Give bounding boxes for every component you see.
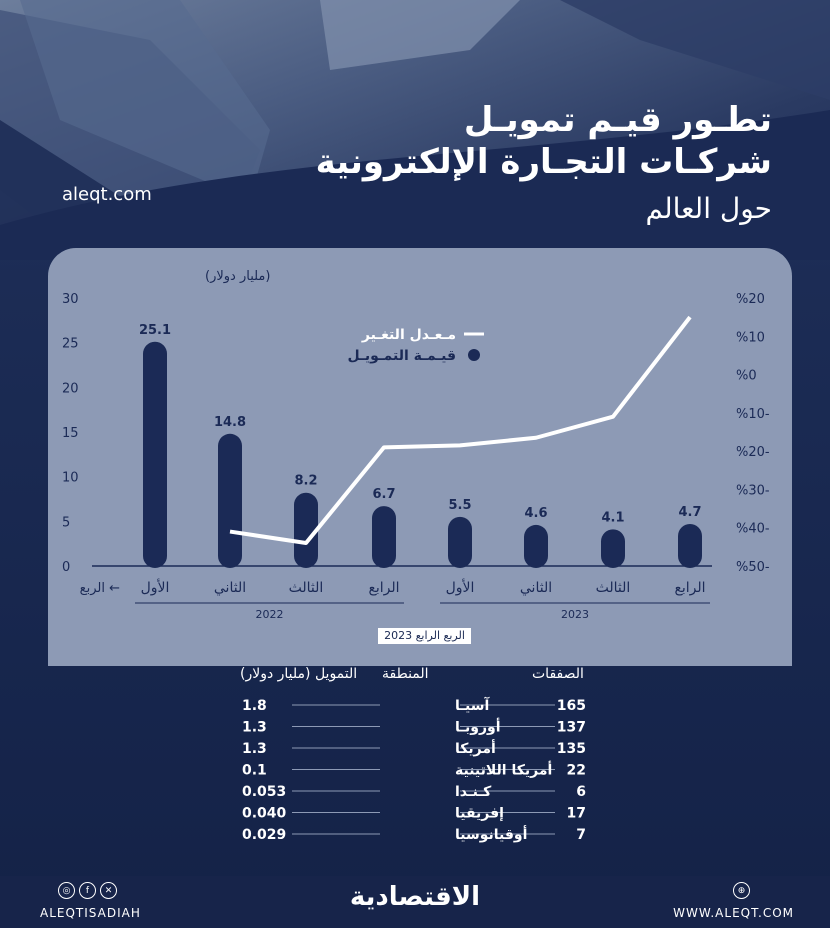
category-label: الثاني — [520, 580, 552, 596]
bar-value-label: 8.2 — [294, 474, 317, 489]
right-tick-label: %40- — [736, 522, 770, 537]
right-tick-label: %0 — [736, 369, 757, 384]
category-label: الرابع — [674, 580, 705, 596]
category-label: الأول — [446, 578, 475, 596]
footer: ◎ f ✕ ALEQTISADIAH الاقتصادية ⊕ WWW.ALEQ… — [0, 876, 830, 928]
bar-value-label: 6.7 — [372, 487, 395, 502]
right-tick-label: %10 — [736, 330, 765, 345]
title-line-3: حول العالم — [645, 192, 772, 225]
row-deals: 17 — [567, 806, 586, 822]
row-funding: 1.3 — [242, 741, 267, 757]
site-url[interactable]: aleqt.com — [62, 184, 152, 205]
row-region: آسيـا — [455, 696, 491, 714]
right-tick-label: %50- — [736, 560, 770, 575]
left-tick-label: 30 — [62, 292, 79, 307]
row-region: أمريكا — [455, 739, 496, 757]
row-deals: 22 — [567, 763, 586, 779]
left-tick-label: 5 — [62, 515, 70, 530]
bar-value-label: 25.1 — [139, 323, 171, 338]
row-region: أوقيانوسيا — [455, 825, 527, 843]
social-icons: ◎ f ✕ — [58, 882, 117, 899]
row-funding: 0.1 — [242, 763, 267, 779]
row-funding: 1.8 — [242, 698, 267, 714]
bar-value-label: 5.5 — [448, 498, 471, 513]
row-region: إفريقيا — [455, 806, 504, 822]
title-line-1: تطـور قيـم تمويـل — [463, 100, 772, 140]
background-skyline — [0, 0, 830, 260]
title-line-2: شركـات التجـارة الإلكترونية — [315, 142, 772, 182]
header-funding: التمويل (مليار دولار) — [240, 666, 358, 682]
chart-panel — [48, 248, 792, 666]
category-label: الثالث — [289, 580, 324, 596]
quarter-axis-label: الربع ← — [80, 581, 120, 596]
left-axis-unit: (مليار دولار) — [205, 269, 270, 284]
globe-icon[interactable]: ⊕ — [733, 882, 750, 899]
row-funding: 1.3 — [242, 720, 267, 736]
row-funding: 0.029 — [242, 827, 286, 843]
legend-bar-label: قيـمـة التمـويـل — [348, 348, 456, 364]
right-tick-label: %10- — [736, 407, 770, 422]
bar — [678, 524, 702, 568]
left-tick-label: 25 — [62, 337, 79, 352]
left-tick-label: 0 — [62, 560, 70, 575]
footer-website[interactable]: WWW.ALEQT.COM — [673, 906, 794, 920]
right-tick-label: %20- — [736, 445, 770, 460]
row-funding: 0.040 — [242, 806, 287, 822]
bar — [294, 492, 318, 568]
bar — [448, 516, 472, 568]
header-region: المنطقة — [382, 666, 429, 682]
row-region: أوروبـا — [455, 718, 501, 736]
footer-handle[interactable]: ALEQTISADIAH — [40, 906, 141, 920]
bar — [143, 341, 167, 568]
year-label: 2022 — [256, 608, 284, 621]
x-icon[interactable]: ✕ — [100, 882, 117, 899]
change-rate-line — [229, 315, 692, 546]
header-deals: الصفقات — [532, 666, 584, 682]
bar — [372, 506, 396, 568]
footer-logo: الاقتصادية — [349, 882, 481, 912]
bar — [524, 524, 548, 568]
row-region: كـنـدا — [455, 784, 492, 800]
category-label: الرابع — [368, 580, 399, 596]
row-region: أمريكا اللاتينية — [455, 761, 552, 779]
row-deals: 165 — [557, 698, 586, 714]
bar-value-label: 14.8 — [214, 415, 246, 430]
bar — [601, 529, 625, 568]
facebook-icon[interactable]: f — [79, 882, 96, 899]
year-label: 2023 — [561, 608, 589, 621]
category-label: الأول — [141, 578, 170, 596]
bar-value-label: 4.1 — [601, 510, 624, 525]
quarter-badge: الربع الرابع 2023 — [378, 628, 471, 644]
buildings-graphic — [0, 0, 830, 260]
category-label: الثاني — [214, 580, 246, 596]
left-tick-label: 15 — [62, 426, 79, 441]
legend-bar-swatch — [468, 349, 480, 361]
instagram-icon[interactable]: ◎ — [58, 882, 75, 899]
category-label: الثالث — [596, 580, 631, 596]
row-deals: 135 — [557, 741, 586, 757]
row-funding: 0.053 — [242, 784, 286, 800]
right-tick-label: %30- — [736, 483, 770, 498]
right-tick-label: %20 — [736, 292, 765, 307]
row-deals: 6 — [576, 784, 586, 800]
left-tick-label: 20 — [62, 381, 79, 396]
bar-value-label: 4.7 — [678, 505, 701, 520]
legend-line-label: مـعـدل التغـير — [361, 327, 456, 343]
row-deals: 7 — [576, 827, 586, 843]
bar-value-label: 4.6 — [524, 506, 547, 521]
left-tick-label: 10 — [62, 471, 79, 486]
row-deals: 137 — [557, 720, 586, 736]
